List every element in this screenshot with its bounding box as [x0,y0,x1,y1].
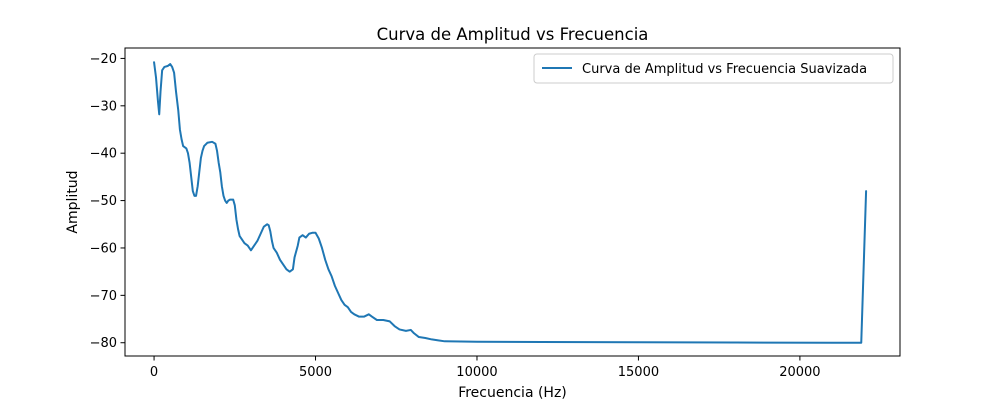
legend-box [533,53,894,84]
legend-label: Curva de Amplitud vs Frecuencia Suavizad… [582,62,867,77]
x-tick-label: 10000 [456,365,497,380]
x-tick-label: 5000 [299,365,332,380]
plot-area [125,48,900,356]
plot-frame [124,47,901,357]
y-axis-label: Amplitud [65,170,81,233]
y-tick-label: −50 [90,194,117,209]
x-tick-label: 15000 [618,365,659,380]
x-axis-ticks: 0 5000 10000 15000 20000 [150,356,821,380]
x-tick-label: 0 [150,365,158,380]
legend: Curva de Amplitud vs Frecuencia Suavizad… [533,53,894,84]
y-tick-label: −80 [90,336,117,351]
series-line-amplitude [153,61,868,344]
y-tick-label: −60 [90,241,117,256]
x-axis-label: Frecuencia (Hz) [458,385,567,400]
y-tick-label: −70 [90,289,117,304]
y-tick-label: −40 [90,147,117,162]
y-axis-ticks: −80 −70 −60 −50 −40 −30 −20 [90,52,125,351]
y-tick-label: −20 [90,52,117,67]
y-tick-label: −30 [90,99,117,114]
chart-title: Curva de Amplitud vs Frecuencia [377,25,649,44]
x-tick-label: 20000 [779,365,820,380]
